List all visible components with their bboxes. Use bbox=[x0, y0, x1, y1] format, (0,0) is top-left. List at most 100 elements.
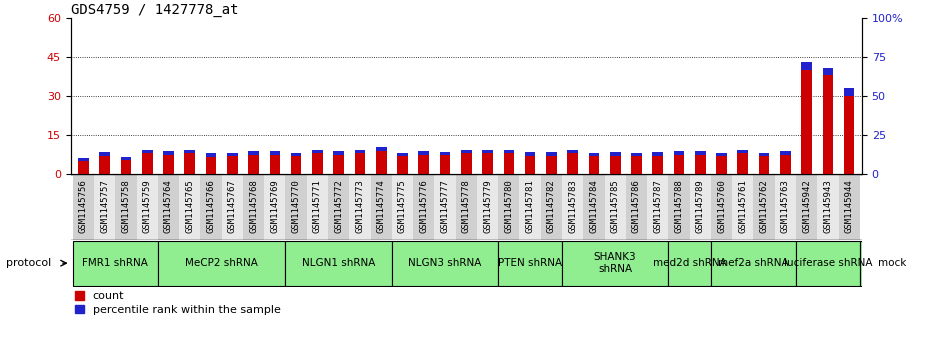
Bar bbox=[780, 155, 790, 174]
Bar bbox=[669, 241, 711, 286]
Bar bbox=[844, 96, 854, 174]
Bar bbox=[243, 174, 264, 240]
Bar bbox=[312, 150, 323, 154]
Text: SHANK3
shRNA: SHANK3 shRNA bbox=[593, 252, 637, 274]
Bar bbox=[477, 174, 498, 240]
Bar bbox=[711, 241, 796, 286]
Bar bbox=[264, 174, 285, 240]
Bar bbox=[78, 161, 89, 174]
Bar bbox=[690, 174, 711, 240]
Legend: count, percentile rank within the sample: count, percentile rank within the sample bbox=[71, 287, 285, 319]
Bar bbox=[78, 158, 89, 161]
Bar bbox=[860, 241, 923, 286]
Bar bbox=[631, 156, 642, 174]
Bar bbox=[461, 154, 472, 174]
Bar bbox=[269, 155, 280, 174]
Bar bbox=[567, 150, 578, 154]
Text: GSM1145784: GSM1145784 bbox=[590, 179, 598, 233]
Bar bbox=[498, 241, 562, 286]
Bar bbox=[73, 174, 94, 240]
Bar bbox=[482, 150, 493, 154]
Text: GSM1145764: GSM1145764 bbox=[164, 179, 173, 233]
Text: GSM1145765: GSM1145765 bbox=[186, 179, 194, 233]
Text: GDS4759 / 1427778_at: GDS4759 / 1427778_at bbox=[71, 3, 238, 17]
Bar bbox=[674, 151, 684, 155]
Text: GSM1145786: GSM1145786 bbox=[632, 179, 641, 233]
Bar bbox=[158, 241, 285, 286]
Bar bbox=[653, 152, 663, 156]
Text: GSM1145763: GSM1145763 bbox=[781, 179, 789, 233]
Text: GSM1145766: GSM1145766 bbox=[206, 179, 216, 233]
Bar bbox=[142, 154, 153, 174]
Bar bbox=[541, 174, 562, 240]
Text: PTEN shRNA: PTEN shRNA bbox=[498, 258, 562, 268]
Bar bbox=[333, 155, 344, 174]
Bar bbox=[99, 156, 110, 174]
Bar bbox=[227, 153, 237, 156]
Text: GSM1145761: GSM1145761 bbox=[739, 179, 747, 233]
Text: GSM1145776: GSM1145776 bbox=[419, 179, 429, 233]
Bar bbox=[525, 156, 535, 174]
Text: GSM1145759: GSM1145759 bbox=[143, 179, 152, 233]
Bar bbox=[94, 174, 115, 240]
Bar bbox=[546, 152, 557, 156]
Bar bbox=[780, 151, 790, 155]
Bar bbox=[227, 156, 237, 174]
Text: GSM1145767: GSM1145767 bbox=[228, 179, 236, 233]
Bar bbox=[461, 150, 472, 154]
Bar bbox=[121, 160, 131, 174]
Bar bbox=[758, 156, 770, 174]
Bar bbox=[349, 174, 370, 240]
Bar bbox=[609, 156, 621, 174]
Bar bbox=[525, 152, 535, 156]
Bar bbox=[158, 174, 179, 240]
Bar bbox=[669, 174, 690, 240]
Bar bbox=[796, 174, 818, 240]
Text: GSM1145775: GSM1145775 bbox=[398, 179, 407, 233]
Bar bbox=[774, 174, 796, 240]
Bar bbox=[285, 174, 307, 240]
Bar bbox=[562, 241, 669, 286]
Text: GSM1145771: GSM1145771 bbox=[313, 179, 322, 233]
Text: GSM1145757: GSM1145757 bbox=[100, 179, 109, 233]
Bar bbox=[716, 156, 727, 174]
Text: GSM1145942: GSM1145942 bbox=[803, 179, 811, 233]
Bar bbox=[398, 156, 408, 174]
Bar bbox=[414, 174, 434, 240]
Bar bbox=[307, 174, 328, 240]
Bar bbox=[802, 62, 812, 70]
Bar bbox=[695, 155, 706, 174]
Bar bbox=[838, 174, 860, 240]
Text: GSM1145781: GSM1145781 bbox=[526, 179, 535, 233]
Bar bbox=[732, 174, 754, 240]
Text: mef2a shRNA: mef2a shRNA bbox=[718, 258, 788, 268]
Text: GSM1145788: GSM1145788 bbox=[674, 179, 684, 233]
Bar bbox=[115, 174, 137, 240]
Bar bbox=[631, 153, 642, 156]
Bar bbox=[137, 174, 158, 240]
Text: GSM1145760: GSM1145760 bbox=[717, 179, 726, 233]
Bar bbox=[605, 174, 625, 240]
Text: GSM1145762: GSM1145762 bbox=[759, 179, 769, 233]
Bar bbox=[185, 154, 195, 174]
Text: GSM1145780: GSM1145780 bbox=[504, 179, 513, 233]
Text: MeCP2 shRNA: MeCP2 shRNA bbox=[186, 258, 258, 268]
Text: GSM1145944: GSM1145944 bbox=[845, 179, 853, 233]
Bar bbox=[328, 174, 349, 240]
Bar bbox=[205, 154, 217, 157]
Bar bbox=[376, 147, 386, 151]
Text: protocol: protocol bbox=[7, 258, 52, 268]
Bar bbox=[456, 174, 477, 240]
Bar bbox=[163, 151, 174, 155]
Bar bbox=[822, 68, 834, 76]
Bar bbox=[674, 155, 684, 174]
Bar bbox=[589, 153, 599, 156]
Bar bbox=[822, 76, 834, 174]
Text: GSM1145783: GSM1145783 bbox=[568, 179, 577, 233]
Bar bbox=[695, 151, 706, 155]
Text: GSM1145769: GSM1145769 bbox=[270, 179, 280, 233]
Text: med2d shRNA: med2d shRNA bbox=[653, 258, 726, 268]
Bar bbox=[163, 155, 174, 174]
Bar bbox=[519, 174, 541, 240]
Bar bbox=[285, 241, 392, 286]
